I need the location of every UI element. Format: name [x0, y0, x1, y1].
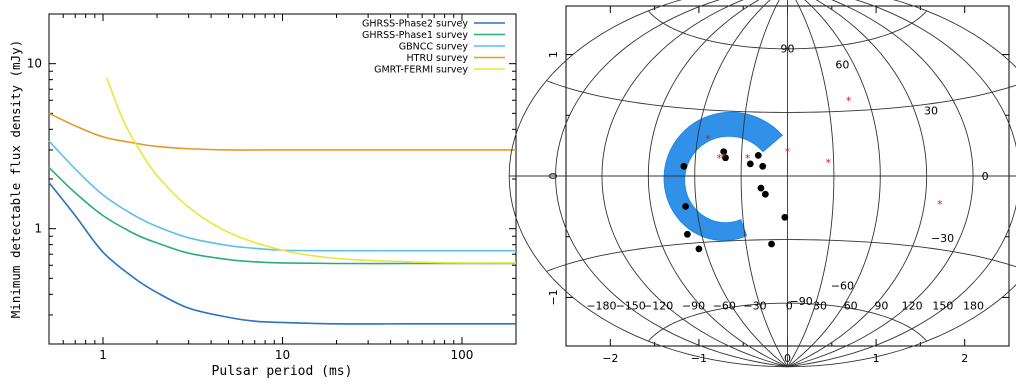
latitude-label: 0 — [982, 170, 989, 183]
longitude-label: −60 — [713, 300, 736, 313]
left-y-tick-label: 10 — [27, 57, 42, 71]
pulsar-star-marker: * — [785, 146, 791, 159]
pulsar-dot-marker — [684, 231, 691, 238]
pulsar-star-marker: * — [846, 95, 852, 108]
right-y-tick-label: −1 — [547, 289, 560, 305]
pulsar-star-marker: * — [826, 157, 832, 170]
latitude-label: −60 — [831, 279, 854, 292]
legend-label: HTRU survey — [407, 53, 469, 64]
pulsar-dot-marker — [755, 152, 762, 159]
longitude-label: −150 — [616, 300, 646, 313]
pulsar-star-marker: * — [721, 151, 727, 164]
longitude-label: 60 — [844, 300, 858, 313]
latitude-label: −30 — [931, 232, 954, 245]
pulsar-dot-marker — [781, 214, 788, 221]
latitude-label: 30 — [924, 104, 938, 117]
left-chart-panel: 1 10 100 1 10 Pulsar period (ms) Minimum det… — [8, 14, 516, 379]
legend-label: GHRSS-Phase1 survey — [362, 30, 468, 41]
pulsar-dot-marker — [759, 163, 766, 170]
pulsar-star-marker: * — [705, 132, 711, 145]
longitude-label: 120 — [902, 300, 923, 313]
longitude-label: −180 — [586, 300, 616, 313]
latitude-label: 60 — [835, 58, 849, 71]
left-y-axis-label: Minimum detectable flux density (mJy) — [8, 40, 23, 318]
left-x-tick-label: 100 — [451, 348, 474, 362]
legend-label: GBNCC survey — [399, 42, 469, 53]
right-x-tick-label: 2 — [961, 352, 968, 365]
pulsar-dot-marker — [682, 203, 689, 210]
pulsar-dot-marker — [758, 185, 765, 192]
longitude-label: −30 — [743, 300, 766, 313]
longitude-label: 180 — [963, 300, 984, 313]
pulsar-dot-marker — [696, 245, 703, 252]
latitude-label: −90 — [790, 295, 813, 308]
longitude-label: 30 — [813, 300, 827, 313]
legend-label: GMRT-FERMI survey — [374, 65, 468, 76]
pulsar-dot-marker — [762, 191, 769, 198]
left-x-axis-label: Pulsar period (ms) — [212, 364, 353, 379]
right-y-tick-label: 1 — [547, 51, 560, 58]
left-x-tick-label: 1 — [99, 348, 107, 362]
pulsar-star-marker: * — [937, 198, 943, 211]
longitude-label: 150 — [932, 300, 953, 313]
longitude-label: −90 — [682, 300, 705, 313]
pulsar-dot-marker — [680, 163, 687, 170]
pulsar-dot-marker — [768, 241, 775, 248]
right-x-tick-label: 1 — [873, 352, 880, 365]
legend-label: GHRSS-Phase2 survey — [362, 19, 468, 30]
longitude-label: −120 — [643, 300, 673, 313]
longitude-label: 90 — [874, 300, 888, 313]
right-x-tick-label: −1 — [691, 352, 707, 365]
left-y-tick-label: 1 — [34, 222, 42, 236]
pulsar-star-marker: * — [745, 152, 751, 165]
left-x-tick-label: 10 — [275, 348, 290, 362]
right-x-tick-label: −2 — [602, 352, 618, 365]
latitude-label: 90 — [781, 43, 795, 56]
